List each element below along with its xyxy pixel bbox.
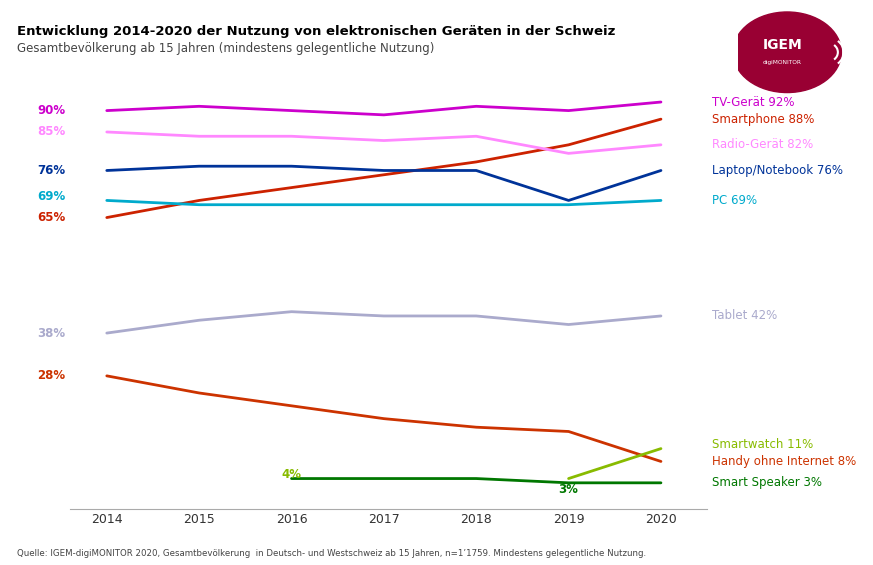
- Text: 3%: 3%: [559, 483, 579, 496]
- Text: 85%: 85%: [37, 125, 65, 138]
- Text: Quelle: IGEM-digiMONITOR 2020, Gesamtbevölkerung  in Deutsch- und Westschweiz ab: Quelle: IGEM-digiMONITOR 2020, Gesamtbev…: [17, 549, 647, 558]
- Text: 28%: 28%: [37, 370, 65, 383]
- Text: TV-Gerät 92%: TV-Gerät 92%: [711, 95, 794, 108]
- Text: IGEM: IGEM: [763, 38, 802, 52]
- Text: Entwicklung 2014-2020 der Nutzung von elektronischen Geräten in der Schweiz: Entwicklung 2014-2020 der Nutzung von el…: [17, 25, 615, 38]
- Text: PC 69%: PC 69%: [711, 194, 757, 207]
- Text: 4%: 4%: [281, 468, 301, 481]
- Text: 69%: 69%: [37, 190, 65, 203]
- Text: 38%: 38%: [37, 327, 65, 340]
- Text: Radio-Gerät 82%: Radio-Gerät 82%: [711, 138, 813, 151]
- Text: Handy ohne Internet 8%: Handy ohne Internet 8%: [711, 455, 856, 468]
- Text: Smart Speaker 3%: Smart Speaker 3%: [711, 476, 821, 489]
- Text: 65%: 65%: [37, 211, 65, 224]
- Circle shape: [733, 12, 842, 93]
- Text: Gesamtbevölkerung ab 15 Jahren (mindestens gelegentliche Nutzung): Gesamtbevölkerung ab 15 Jahren (mindeste…: [17, 42, 435, 55]
- Text: digiMONITOR: digiMONITOR: [763, 60, 802, 66]
- Text: 90%: 90%: [37, 104, 65, 117]
- Text: Smartwatch 11%: Smartwatch 11%: [711, 438, 813, 451]
- Text: Tablet 42%: Tablet 42%: [711, 310, 777, 323]
- Text: Smartphone 88%: Smartphone 88%: [711, 112, 815, 125]
- Text: Laptop/Notebook 76%: Laptop/Notebook 76%: [711, 164, 842, 177]
- Text: 76%: 76%: [37, 164, 65, 177]
